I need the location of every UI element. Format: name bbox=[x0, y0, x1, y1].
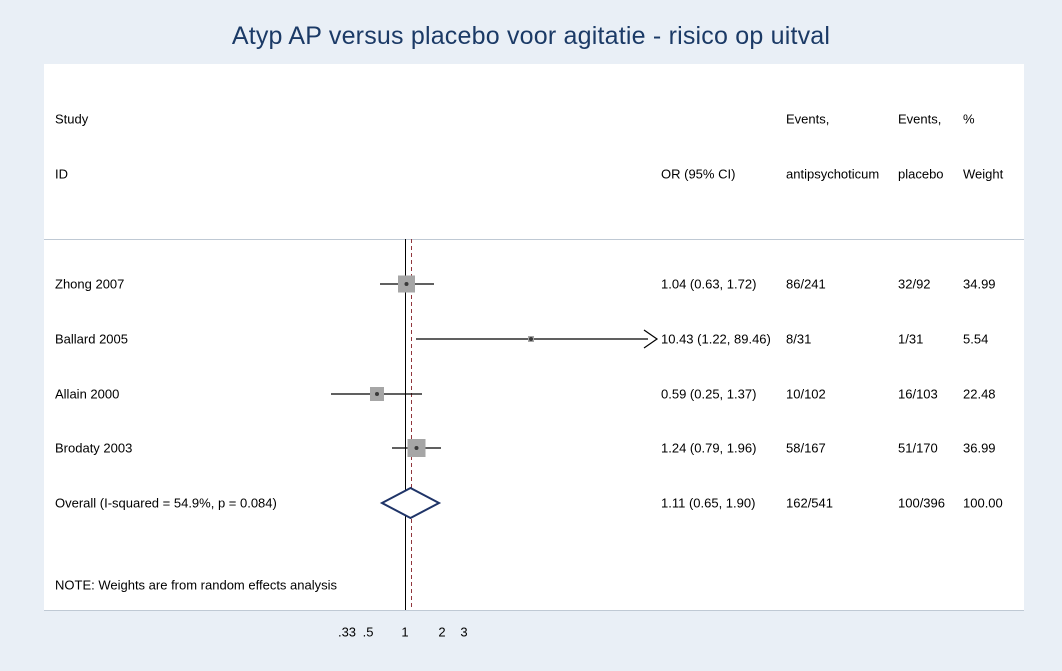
study-label: Zhong 2007 bbox=[55, 276, 125, 292]
axis-tick-label: .5 bbox=[362, 624, 374, 640]
header-id: ID bbox=[55, 166, 68, 182]
axis-tick-label: 1 bbox=[401, 624, 409, 640]
events-ap-value: 58/167 bbox=[786, 440, 826, 456]
study-label: Allain 2000 bbox=[55, 386, 120, 402]
weight-value: 5.54 bbox=[963, 331, 989, 347]
header-study: Study bbox=[55, 111, 89, 127]
axis-tick-label: 3 bbox=[460, 624, 468, 640]
events-placebo-value: 1/31 bbox=[898, 331, 924, 347]
axis-tick-label: 2 bbox=[438, 624, 446, 640]
header-weight-2: Weight bbox=[963, 166, 1004, 182]
plot-area bbox=[44, 64, 1024, 611]
events-placebo-value: 51/170 bbox=[898, 440, 938, 456]
weight-value: 22.48 bbox=[963, 386, 996, 402]
events-ap-value: 8/31 bbox=[786, 331, 812, 347]
weight-value: 34.99 bbox=[963, 276, 996, 292]
or-ci-value: 1.04 (0.63, 1.72) bbox=[661, 276, 757, 292]
events-ap-value: 86/241 bbox=[786, 276, 826, 292]
weight-value: 36.99 bbox=[963, 440, 996, 456]
random-effects-note: NOTE: Weights are from random effects an… bbox=[55, 577, 338, 593]
header-events-ap-1: Events, bbox=[786, 111, 830, 127]
header-events-placebo-2: placebo bbox=[898, 166, 944, 182]
study-label: Ballard 2005 bbox=[55, 331, 128, 347]
header-events-placebo-1: Events, bbox=[898, 111, 942, 127]
header-or-ci: OR (95% CI) bbox=[661, 166, 736, 182]
or-ci-value: 1.24 (0.79, 1.96) bbox=[661, 440, 757, 456]
or-ci-value: 10.43 (1.22, 89.46) bbox=[661, 331, 771, 347]
weight-value: 100.00 bbox=[963, 495, 1003, 511]
header-events-ap-2: antipsychoticum bbox=[786, 166, 880, 182]
events-placebo-value: 16/103 bbox=[898, 386, 938, 402]
events-placebo-value: 32/92 bbox=[898, 276, 931, 292]
overall-label: Overall (I-squared = 54.9%, p = 0.084) bbox=[55, 495, 277, 511]
or-ci-value: 1.11 (0.65, 1.90) bbox=[661, 495, 756, 511]
or-ci-value: 0.59 (0.25, 1.37) bbox=[661, 386, 757, 402]
events-ap-value: 10/102 bbox=[786, 386, 826, 402]
events-ap-value: 162/541 bbox=[786, 495, 833, 511]
study-label: Brodaty 2003 bbox=[55, 440, 133, 456]
chart-title: Atyp AP versus placebo voor agitatie - r… bbox=[231, 22, 831, 50]
header-weight-1: % bbox=[963, 111, 975, 127]
events-placebo-value: 100/396 bbox=[898, 495, 945, 511]
axis-tick-label: .33 bbox=[337, 624, 357, 640]
